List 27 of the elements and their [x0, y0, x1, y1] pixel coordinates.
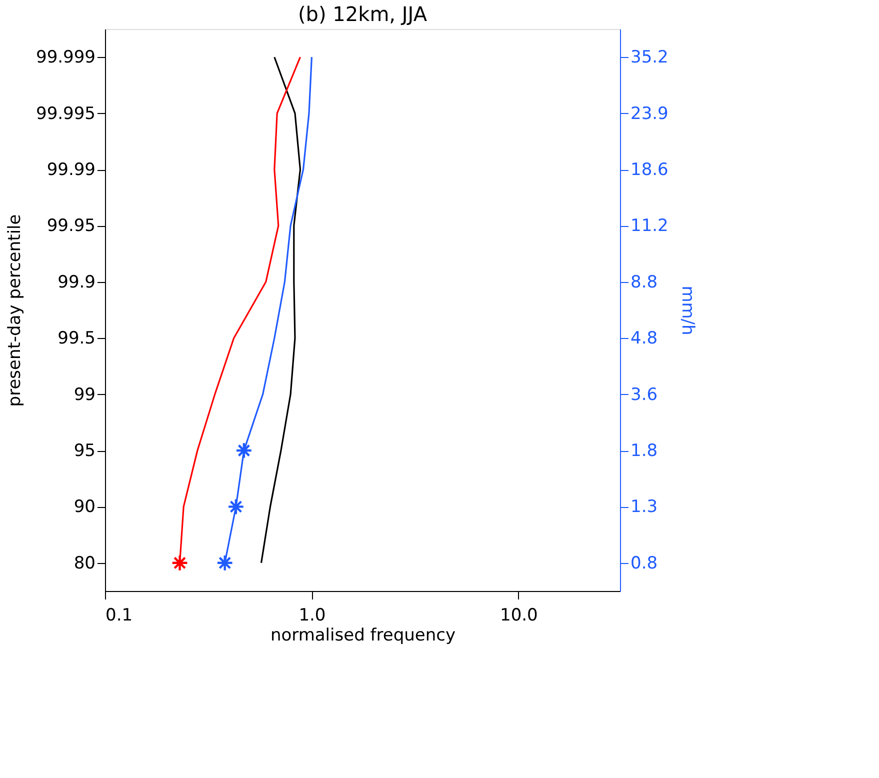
y-tick-label: 99.5 [58, 328, 96, 349]
y-tick-label: 99.95 [46, 216, 96, 236]
x-tick-label: 0.1 [106, 606, 133, 626]
chart-title: (b) 12km, JJA [298, 2, 428, 26]
y-tick-label: 99 [74, 384, 96, 405]
y-tick-label: 99.995 [36, 104, 96, 124]
y2-tick-label: 35.2 [630, 48, 668, 68]
y2-tick-label: 1.3 [630, 497, 658, 518]
y2-tick-label: 8.8 [630, 272, 658, 292]
y-tick-label: 99.9 [58, 272, 96, 292]
y-tick-label: 90 [74, 497, 96, 518]
x-tick-label: 10.0 [500, 606, 538, 626]
y-axis-title: present-day percentile [5, 214, 26, 407]
y2-tick-label: 3.6 [630, 384, 658, 405]
y-tick-label: 99.99 [46, 160, 96, 180]
y2-tick-label: 11.2 [630, 216, 668, 236]
y2-tick-label: 0.8 [630, 553, 658, 574]
y2-axis-title: mm/h [677, 286, 698, 336]
y2-tick-label: 4.8 [630, 328, 658, 349]
y-tick-label: 95 [74, 441, 96, 461]
x-axis-title: normalised frequency [270, 626, 456, 646]
y-tick-label: 99.999 [36, 48, 96, 68]
y2-tick-label: 1.8 [630, 441, 658, 461]
y-tick-label: 80 [74, 553, 96, 574]
y2-tick-label: 18.6 [630, 160, 668, 180]
y2-tick-label: 23.9 [630, 104, 668, 124]
x-tick-label: 1.0 [298, 606, 326, 626]
